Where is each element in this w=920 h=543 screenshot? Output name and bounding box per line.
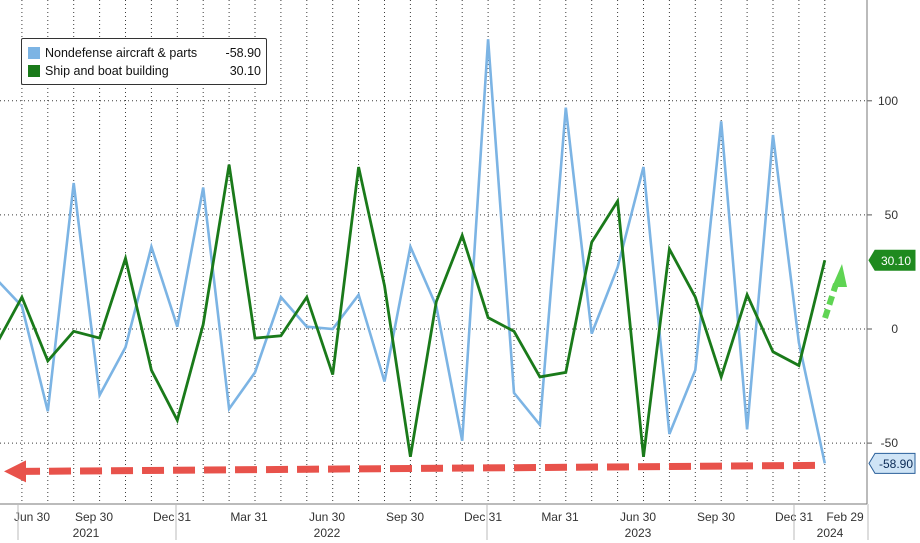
x-tick-label: Jun 30 bbox=[14, 510, 50, 524]
x-tick-label: Feb 29 bbox=[826, 510, 864, 524]
year-label: 2021 bbox=[73, 526, 100, 540]
x-tick-label: Jun 30 bbox=[620, 510, 656, 524]
x-tick-label: Mar 31 bbox=[230, 510, 268, 524]
y-tick-label: 50 bbox=[885, 208, 899, 222]
legend-label-aircraft: Nondefense aircraft & parts bbox=[45, 46, 198, 60]
year-label: 2022 bbox=[314, 526, 341, 540]
series-layer bbox=[0, 39, 827, 464]
value-tag-aircraft-text: -58.90 bbox=[879, 457, 913, 471]
legend: Nondefense aircraft & parts -58.90 Ship … bbox=[21, 38, 267, 85]
legend-value-ship: 30.10 bbox=[229, 64, 261, 78]
value-tag-ship bbox=[868, 249, 916, 271]
x-tick-label: Dec 31 bbox=[464, 510, 502, 524]
legend-swatch-aircraft bbox=[28, 47, 40, 59]
arrows bbox=[4, 264, 847, 483]
y-tick-label: -50 bbox=[881, 436, 899, 450]
series-line-aircraft bbox=[0, 39, 827, 464]
value-tag-aircraft bbox=[868, 452, 916, 474]
legend-item-aircraft: Nondefense aircraft & parts -58.90 bbox=[28, 45, 261, 61]
legend-swatch-ship bbox=[28, 65, 40, 77]
arrow-red-dashed bbox=[23, 461, 816, 475]
x-tick-label: Sep 30 bbox=[697, 510, 735, 524]
year-label: 2023 bbox=[625, 526, 652, 540]
value-tags: 30.10 -58.90 bbox=[868, 249, 916, 474]
arrow-green-head bbox=[832, 264, 847, 287]
x-tick-label: Jun 30 bbox=[309, 510, 345, 524]
axes: -50 0 50 100 Jun 30 Sep 30 Dec 31 Mar 31 Jun 30 S… bbox=[0, 0, 898, 540]
year-label: 2024 bbox=[817, 526, 844, 540]
x-tick-label: Mar 31 bbox=[541, 510, 579, 524]
y-tick-label: 100 bbox=[878, 94, 898, 108]
series-line-ship bbox=[0, 164, 827, 458]
legend-value-aircraft: -58.90 bbox=[225, 46, 261, 60]
legend-label-ship: Ship and boat building bbox=[45, 64, 169, 78]
arrow-green-dashed bbox=[822, 283, 839, 319]
arrow-red-head bbox=[4, 460, 26, 483]
x-tick-label: Sep 30 bbox=[75, 510, 113, 524]
value-tag-ship-text: 30.10 bbox=[881, 254, 911, 268]
x-tick-label: Dec 31 bbox=[153, 510, 191, 524]
legend-item-ship: Ship and boat building 30.10 bbox=[28, 63, 261, 79]
x-tick-label: Sep 30 bbox=[386, 510, 424, 524]
y-tick-label: 0 bbox=[891, 322, 898, 336]
